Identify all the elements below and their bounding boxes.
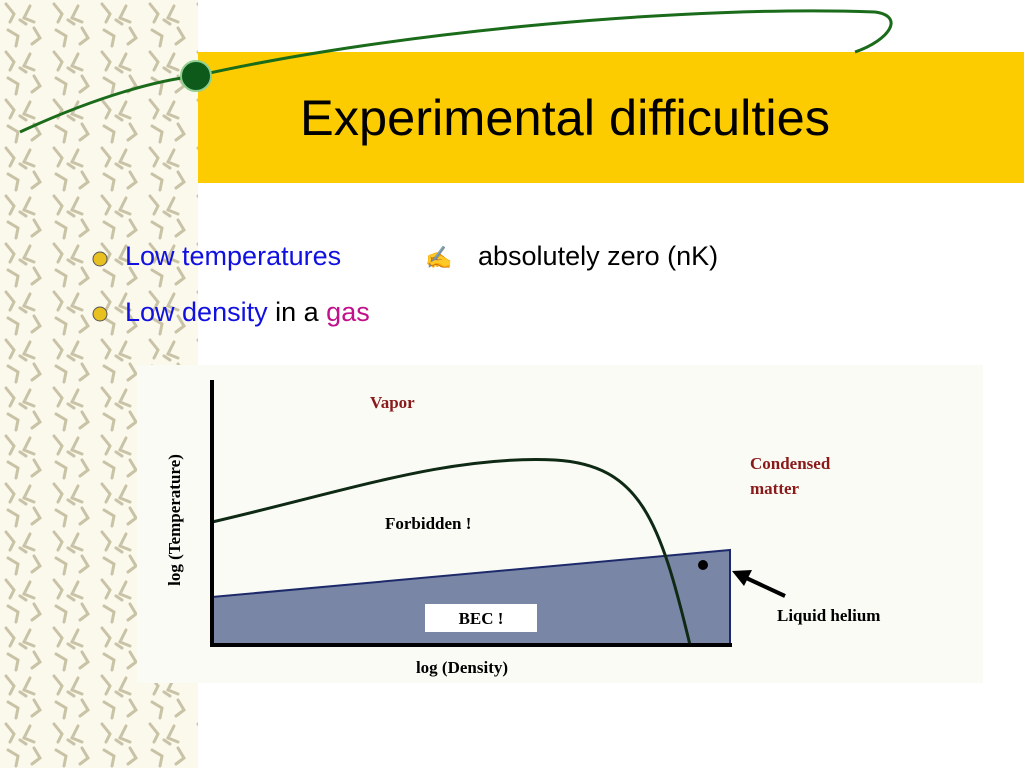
phase-boundary bbox=[211, 458, 692, 646]
x-axis-label: log (Density) bbox=[416, 658, 508, 677]
region-label: Liquid helium bbox=[777, 606, 880, 625]
region-label: Vapor bbox=[370, 393, 415, 412]
decorative-curve bbox=[19, 9, 893, 134]
y-axis-label: log (Temperature) bbox=[165, 454, 184, 586]
region-label: BEC ! bbox=[459, 609, 504, 628]
arrowhead bbox=[732, 570, 752, 586]
bullet-text: absolutely zero (nK) bbox=[478, 241, 718, 271]
region-label: Condensed bbox=[750, 454, 831, 473]
bullet-line: Low density in a gas bbox=[125, 297, 370, 327]
bullet-text: in a bbox=[275, 297, 320, 327]
arrow bbox=[741, 574, 786, 598]
slide-title: Experimental difficulties bbox=[300, 90, 830, 146]
bullet-icon bbox=[92, 306, 108, 322]
bullet-icon bbox=[92, 251, 108, 267]
bullet-text: gas bbox=[326, 297, 370, 327]
decorative-dot bbox=[180, 60, 212, 92]
bec-box bbox=[425, 604, 537, 632]
region-label: Forbidden ! bbox=[385, 514, 471, 533]
pencil-icon: ✍ bbox=[425, 245, 452, 270]
region-label: matter bbox=[750, 479, 800, 498]
phase-diagram: Vapor Condensed matter Forbidden ! BEC !… bbox=[137, 365, 983, 683]
title-band bbox=[198, 52, 1024, 183]
liquid-helium-point bbox=[698, 560, 708, 570]
bullet-text: Low temperatures bbox=[125, 241, 341, 271]
bullet-text: Low density bbox=[125, 297, 268, 327]
